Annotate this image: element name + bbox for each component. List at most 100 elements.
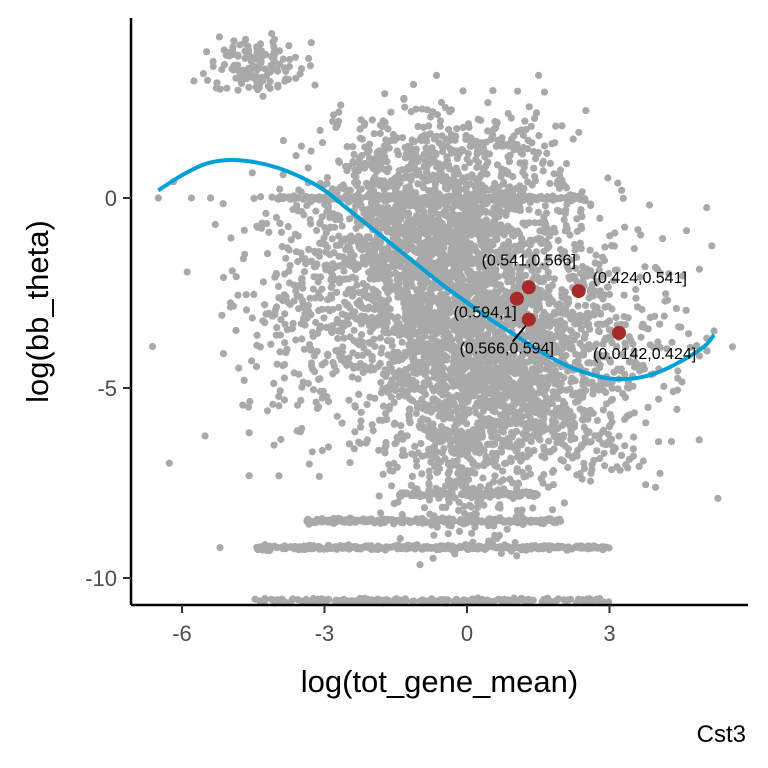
data-point: [610, 368, 618, 376]
data-point: [527, 437, 535, 446]
data-point: [357, 201, 365, 209]
data-point: [281, 270, 289, 278]
data-point: [287, 236, 295, 244]
data-point: [529, 256, 537, 264]
data-point: [506, 251, 514, 259]
data-point: [605, 317, 614, 325]
data-point: [242, 291, 250, 299]
data-point: [637, 333, 645, 341]
data-point: [572, 264, 580, 272]
data-point: [667, 437, 676, 446]
data-point: [395, 392, 403, 401]
data-point: [636, 273, 644, 281]
data-point: [570, 423, 579, 431]
data-point: [470, 323, 478, 331]
data-point: [566, 256, 575, 264]
data-point: [489, 87, 497, 95]
data-point: [396, 534, 404, 543]
data-point: [493, 118, 501, 126]
data-point: [583, 312, 591, 320]
data-point: [361, 119, 369, 127]
data-point: [527, 122, 535, 130]
data-point: [552, 122, 560, 130]
data-point: [575, 128, 583, 136]
data-point: [430, 284, 438, 292]
data-point: [494, 254, 502, 262]
data-point: [383, 369, 391, 377]
data-point: [380, 224, 388, 232]
data-point: [406, 261, 414, 269]
data-point: [393, 463, 401, 471]
data-point: [438, 309, 446, 317]
data-point: [358, 135, 366, 143]
data-point: [380, 245, 388, 253]
data-point: [395, 376, 403, 384]
data-point: [386, 402, 394, 410]
data-point: [357, 408, 365, 416]
data-point: [548, 468, 557, 476]
data-point: [443, 384, 451, 392]
data-point: [605, 326, 614, 334]
data-point: [351, 362, 359, 370]
data-point: [603, 334, 611, 342]
data-point: [216, 85, 224, 93]
data-point: [420, 379, 428, 387]
data-point: [345, 354, 353, 362]
data-point: [334, 327, 342, 335]
data-point: [305, 245, 313, 253]
data-point: [215, 33, 223, 41]
data-point: [275, 472, 283, 480]
data-point: [393, 433, 401, 441]
data-point: [585, 320, 593, 328]
data-point: [519, 143, 528, 152]
data-point: [333, 315, 341, 324]
data-point: [276, 348, 284, 356]
data-point: [407, 154, 415, 162]
data-point: [389, 130, 397, 139]
data-point: [414, 202, 422, 210]
data-point: [423, 106, 431, 114]
data-point: [290, 369, 298, 377]
data-point: [294, 258, 302, 266]
data-point: [615, 432, 623, 440]
data-point: [621, 223, 629, 231]
data-point: [466, 501, 474, 509]
data-point: [350, 150, 358, 159]
data-point: [562, 160, 571, 168]
data-point: [304, 307, 313, 315]
data-point: [307, 346, 315, 354]
data-point: [492, 142, 500, 150]
data-point: [363, 400, 371, 408]
data-point: [351, 402, 359, 410]
data-point: [408, 482, 416, 490]
data-point: [352, 224, 360, 232]
data-point: [476, 301, 484, 309]
data-point: [537, 474, 545, 483]
data-point: [254, 86, 262, 94]
data-point: [234, 86, 242, 94]
data-point: [443, 142, 451, 150]
data-point: [270, 379, 278, 387]
data-point: [426, 156, 434, 165]
data-point: [574, 302, 582, 310]
data-point: [270, 441, 278, 449]
data-point: [274, 282, 283, 290]
data-point: [539, 167, 547, 175]
data-point: [587, 200, 595, 208]
data-point: [451, 429, 459, 437]
data-point: [453, 125, 461, 133]
data-point: [585, 379, 593, 387]
data-point: [417, 386, 425, 394]
data-point: [375, 446, 383, 454]
data-point: [424, 298, 432, 306]
data-point: [312, 262, 320, 270]
data-point: [356, 360, 365, 368]
data-point: [401, 348, 409, 357]
data-point: [361, 143, 369, 151]
data-point: [519, 219, 527, 227]
data-point: [305, 54, 313, 63]
data-point: [265, 68, 273, 76]
data-point: [524, 446, 532, 454]
data-point: [369, 427, 377, 435]
